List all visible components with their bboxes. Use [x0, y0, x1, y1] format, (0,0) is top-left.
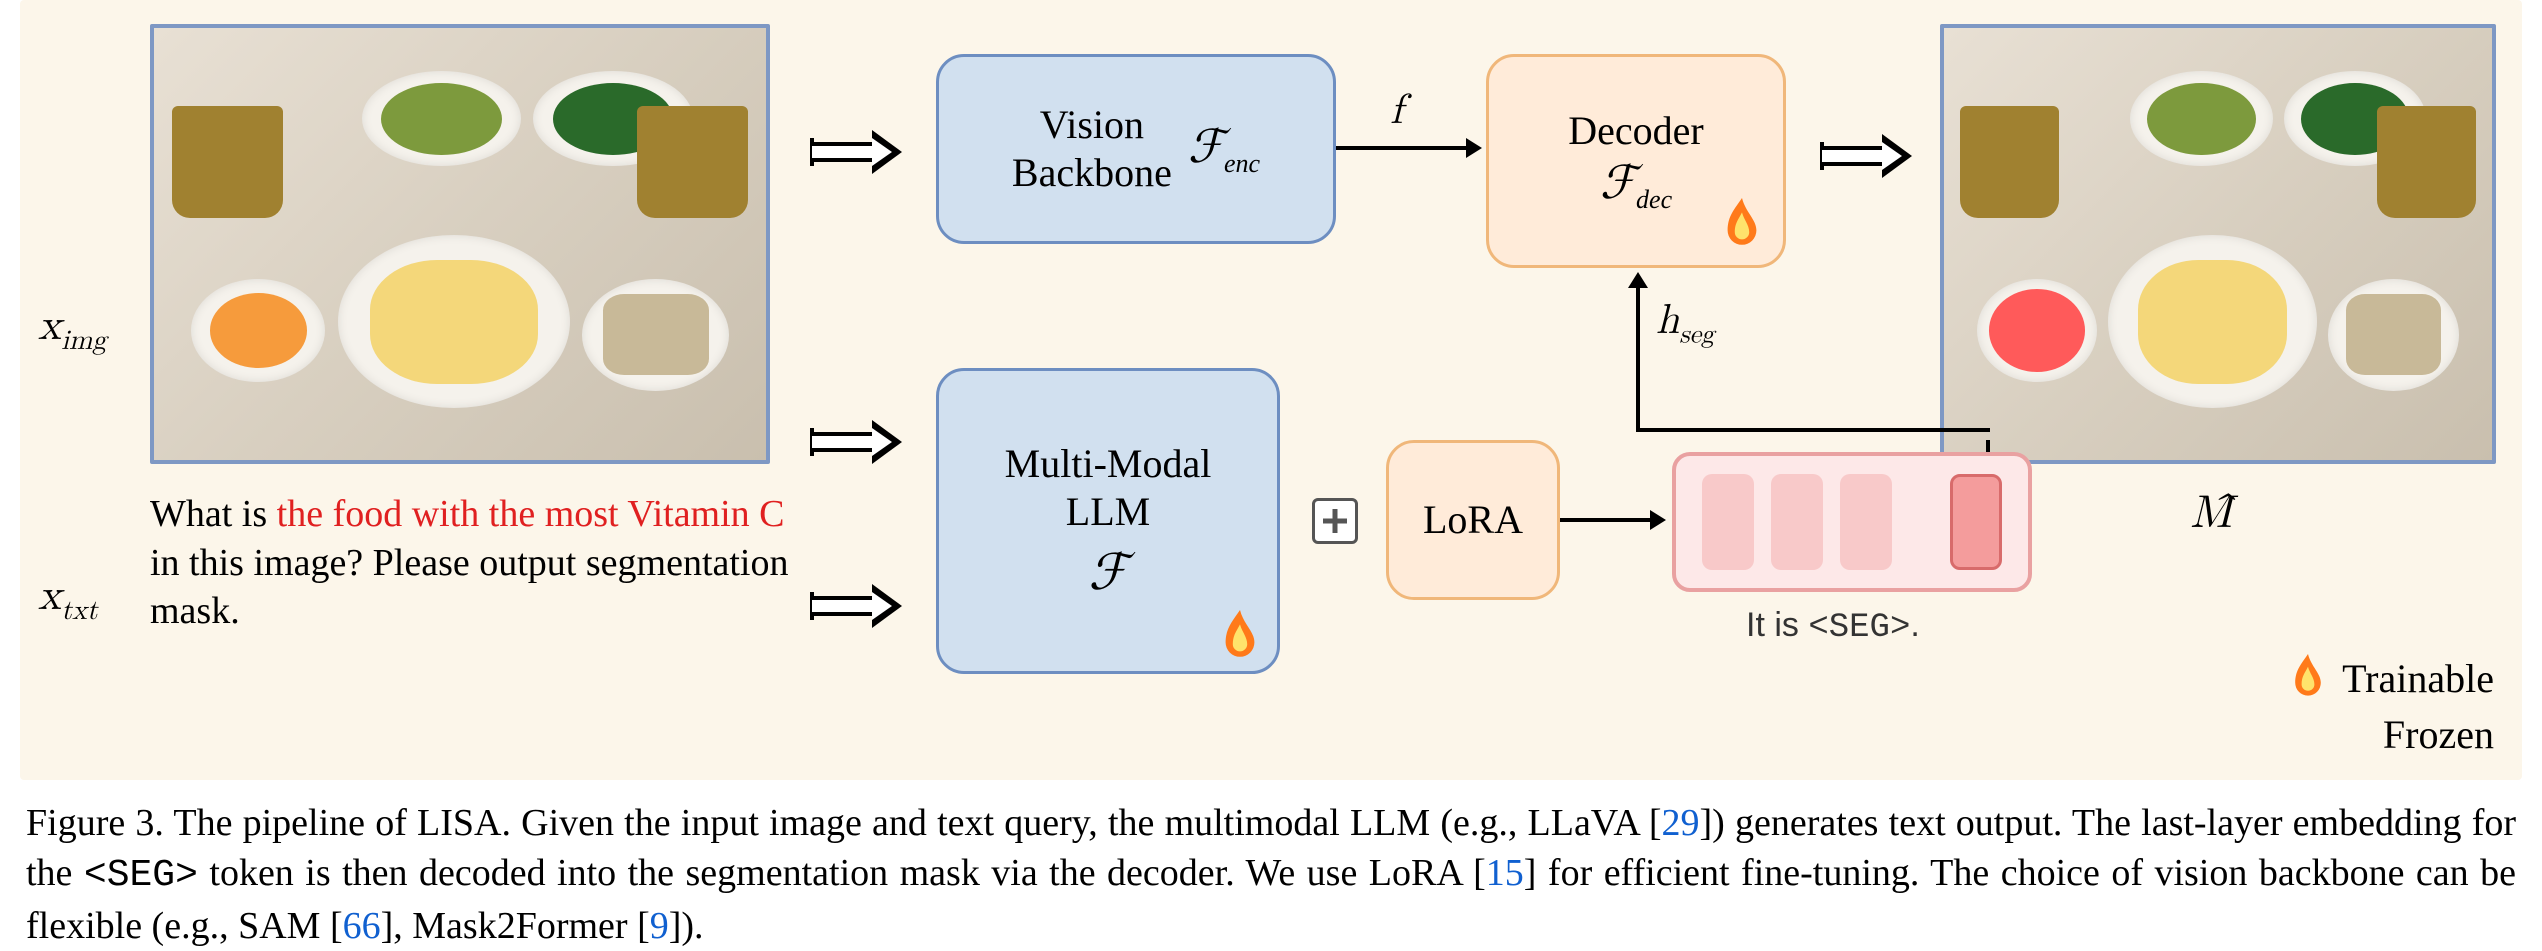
flame-llm-icon: [1218, 610, 1262, 664]
x-txt-label: xtxt: [38, 570, 98, 628]
output-image: [1940, 24, 2496, 464]
x-img-label: ximg: [38, 300, 106, 358]
h-seg-label: hseg: [1656, 296, 1714, 351]
seg-prefix: It is: [1746, 606, 1808, 644]
caption-s1e: ], Mask2Former [: [381, 905, 650, 947]
f-dec-sym: ℱ: [1600, 157, 1636, 208]
diagram-panel: ximg What is the food with the most Vita…: [20, 0, 2522, 780]
food-scene: [154, 28, 766, 460]
prompt-mid: in this image? Please output segmentatio…: [150, 542, 789, 633]
seg-output-text: It is <SEG>.: [1746, 606, 1920, 647]
arrow-vision-to-decoder: [1336, 146, 1466, 150]
arrow-decoder-to-output: [1820, 134, 1912, 178]
seg-token-code: <SEG>: [1808, 609, 1910, 647]
cite-9[interactable]: 9: [650, 905, 669, 947]
cite-66[interactable]: 66: [343, 905, 381, 947]
figure-container: ximg What is the food with the most Vita…: [0, 0, 2542, 951]
flame-decoder-icon: [1720, 198, 1764, 252]
arrow-txt-to-llm: [810, 584, 902, 628]
legend-frozen: Frozen: [2288, 706, 2494, 762]
lora-block: LoRA: [1386, 440, 1560, 600]
x-img-sub: img: [61, 327, 106, 355]
token-strip: [1672, 452, 2032, 592]
plus-icon: [1312, 498, 1358, 544]
seg-suffix: .: [1910, 606, 1919, 644]
cite-15[interactable]: 15: [1486, 852, 1524, 894]
x-txt-sub: txt: [61, 597, 98, 625]
food-scene-out: [1944, 28, 2492, 460]
vision-backbone-l1: Vision: [1012, 101, 1172, 149]
text-prompt: What is the food with the most Vitamin C…: [150, 490, 790, 636]
prompt-highlight: the food with the most Vitamin C: [277, 493, 785, 535]
seg-token: [1950, 474, 2002, 570]
input-image: [150, 24, 770, 464]
llm-l2: LLM: [1066, 488, 1150, 536]
legend-frozen-label: Frozen: [2383, 711, 2494, 758]
token: [1702, 474, 1754, 570]
f-enc-sym: ℱ: [1188, 121, 1224, 172]
x-img-var: x: [38, 304, 61, 348]
f-label: f: [1390, 86, 1403, 136]
caption-s1f: ]).: [669, 905, 704, 947]
caption-s1c: token is then decoded into the segmentat…: [198, 852, 1486, 894]
f-enc-sub: enc: [1224, 149, 1260, 178]
caption-s1a: The pipeline of LISA. Given the input im…: [164, 802, 1662, 844]
arrow-lora-to-tokens: [1560, 518, 1650, 522]
lora-label: LoRA: [1423, 496, 1523, 544]
cite-29[interactable]: 29: [1662, 802, 1700, 844]
caption-fig-label: Figure 3.: [26, 802, 164, 844]
vision-backbone-block: Vision Backbone ℱenc: [936, 54, 1336, 244]
arrow-img-to-vision: [810, 130, 902, 174]
f-dec-sub: dec: [1636, 185, 1672, 214]
h-seg-var: h: [1656, 300, 1679, 342]
x-txt-var: x: [38, 574, 61, 618]
llm-l1: Multi-Modal: [1005, 440, 1212, 488]
m-hat-label: M̂: [2190, 486, 2232, 541]
h-seg-sub: seg: [1679, 322, 1714, 348]
caption-seg-token: <SEG>: [84, 854, 198, 897]
flame-legend-icon: [2288, 654, 2328, 702]
token: [1840, 474, 1892, 570]
decoder-label: Decoder: [1568, 107, 1703, 155]
f-llm-sym: ℱ: [1088, 542, 1127, 602]
legend-trainable-label: Trainable: [2342, 655, 2494, 702]
figure-caption: Figure 3. The pipeline of LISA. Given th…: [20, 780, 2522, 951]
prompt-pre: What is: [150, 493, 277, 535]
arrow-img-to-llm: [810, 420, 902, 464]
token: [1771, 474, 1823, 570]
legend: Trainable Frozen: [2288, 650, 2494, 762]
vision-backbone-l2: Backbone: [1012, 149, 1172, 197]
legend-trainable: Trainable: [2288, 650, 2494, 706]
